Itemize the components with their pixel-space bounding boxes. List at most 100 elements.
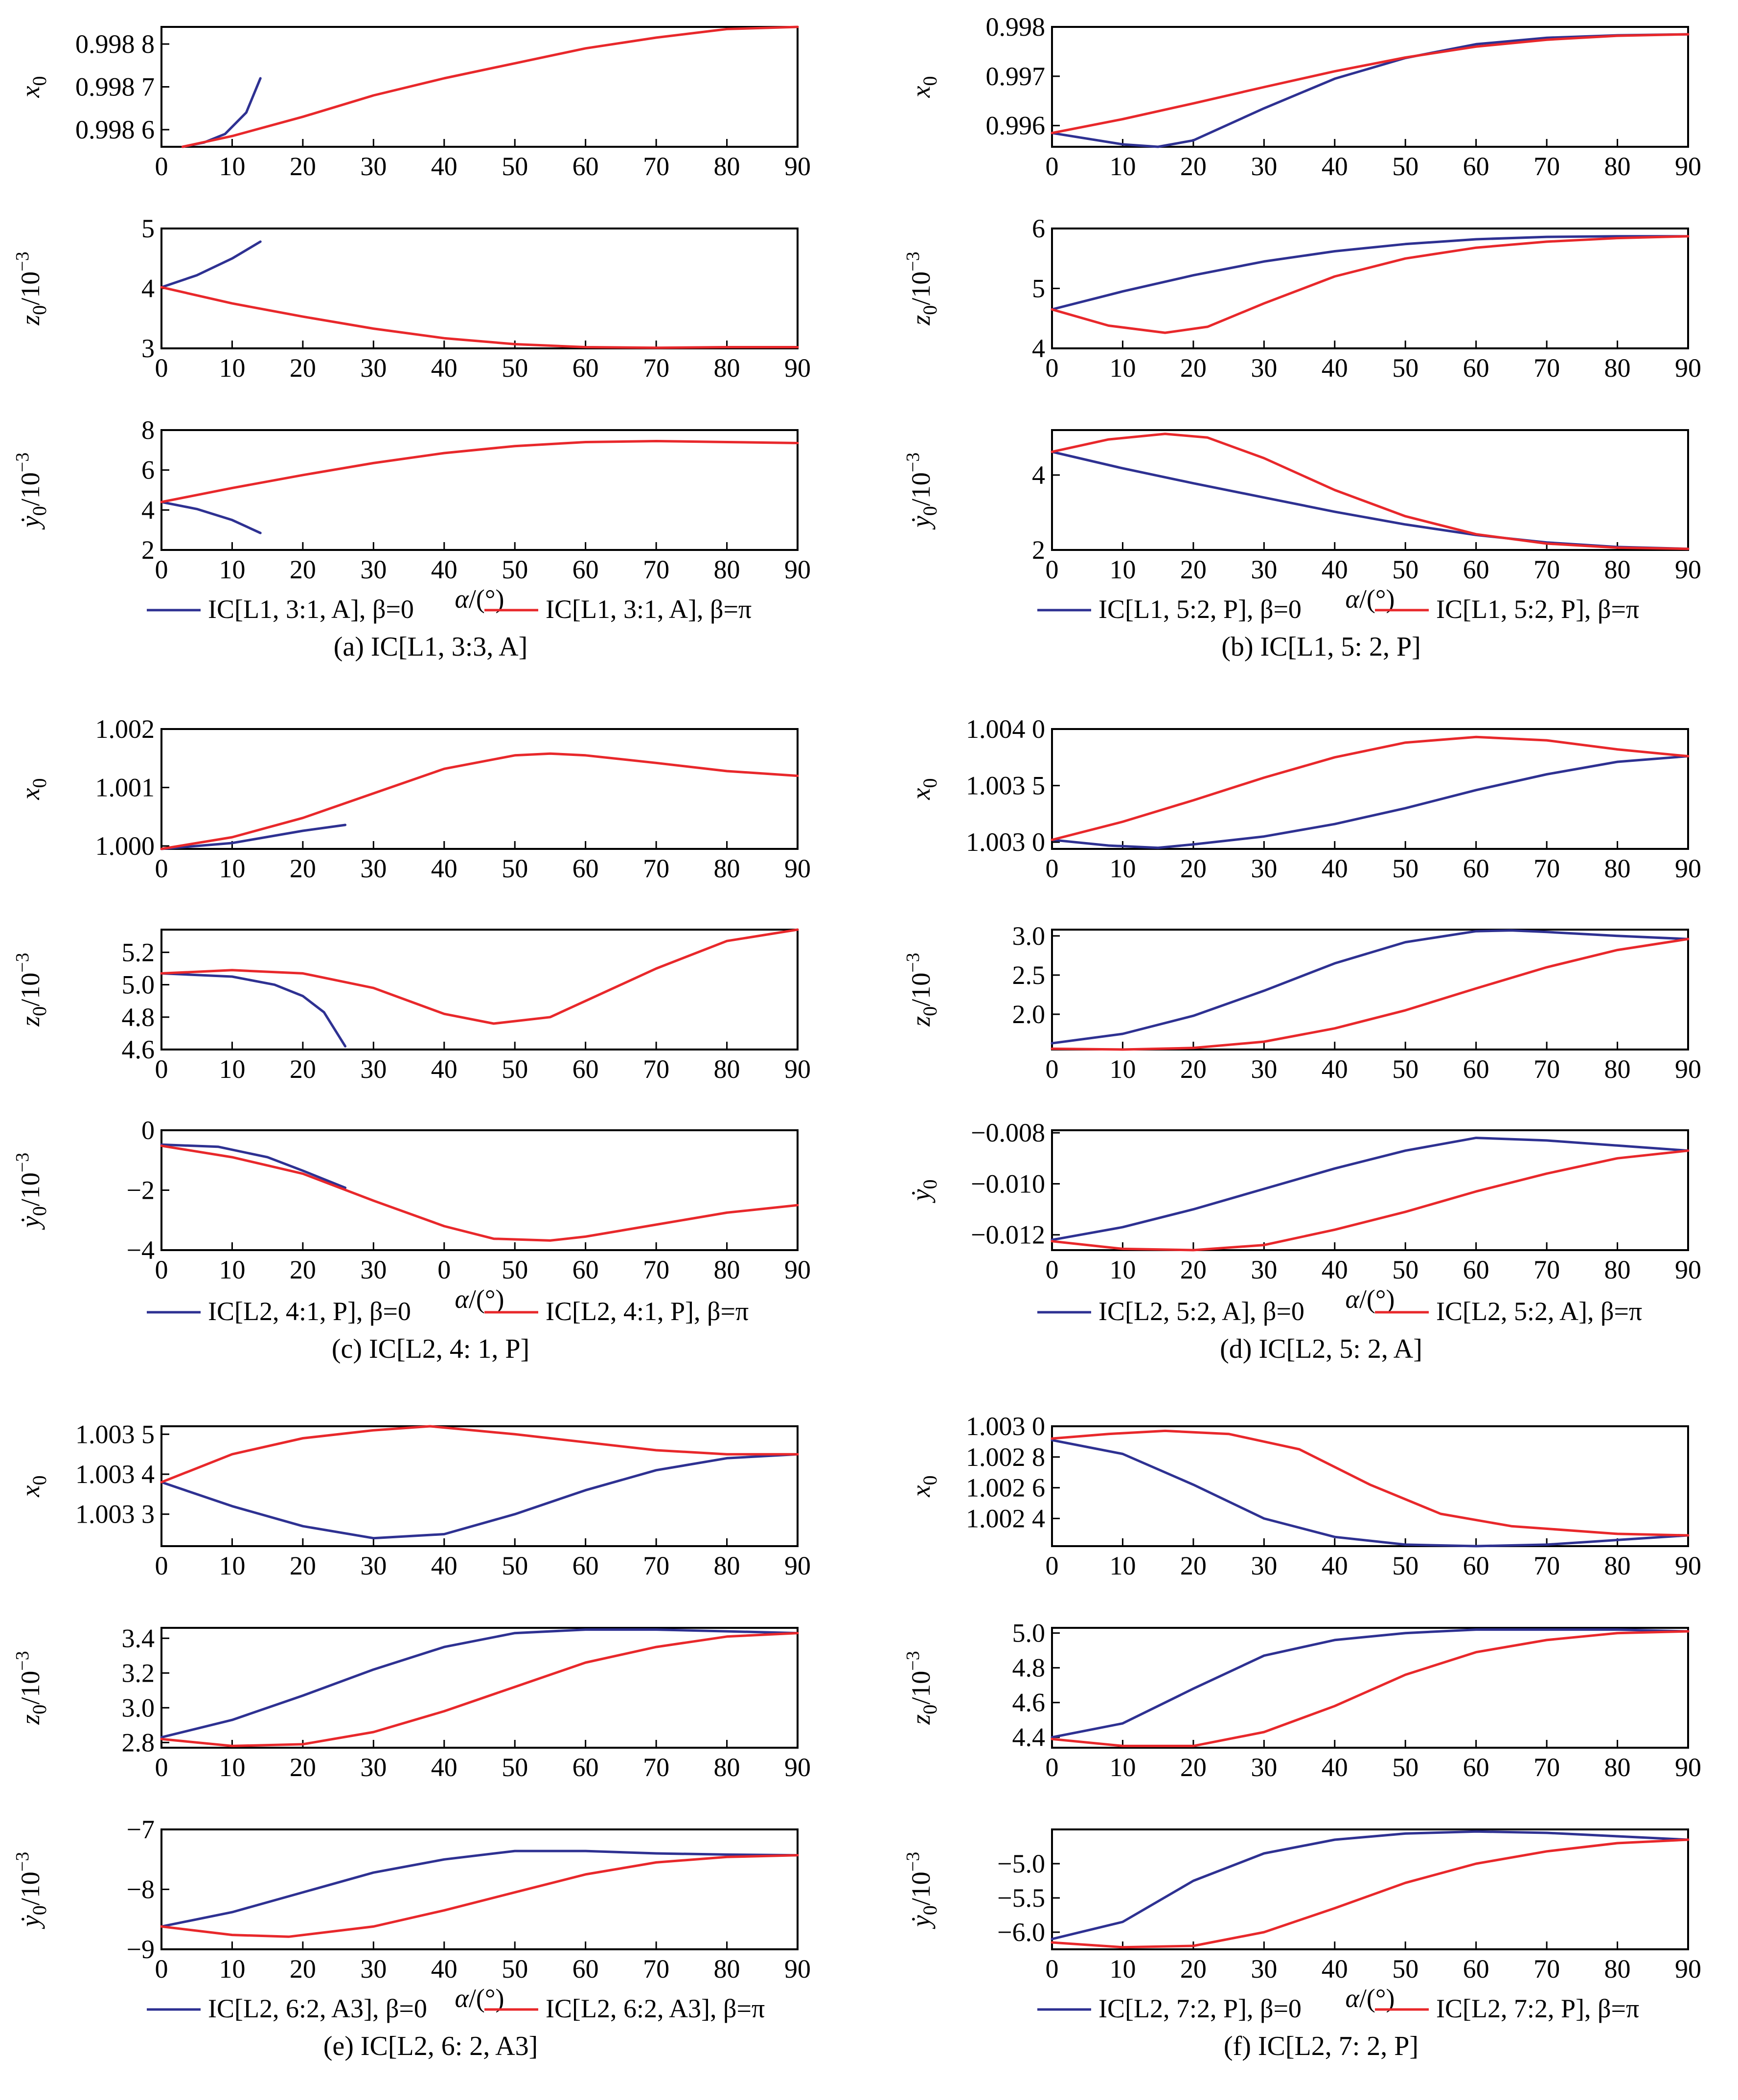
y-axis-label: ẏ0/10−3	[903, 453, 941, 530]
x-tick-label: 0	[437, 1255, 451, 1284]
y-tick-label: 0.998 7	[75, 72, 155, 102]
y-tick-label: 0.996	[986, 111, 1046, 140]
x-tick-label: 10	[219, 1954, 245, 1984]
x-tick-label: 40	[1322, 353, 1348, 383]
x-tick-label: 20	[290, 152, 316, 181]
x-tick-label: 10	[219, 1054, 245, 1084]
x-tick-label: 60	[1463, 1551, 1489, 1580]
series-line-beta-pi	[160, 752, 799, 850]
y-tick-label: 1.002	[95, 714, 155, 744]
x-tick-label: 90	[784, 1551, 811, 1580]
x-tick-label: 30	[360, 1954, 387, 1984]
y-axis-label: ẏ0/10−3	[12, 1153, 50, 1230]
x-tick-label: 30	[360, 1054, 387, 1084]
x-tick-label: 40	[431, 1753, 457, 1782]
x-tick-label: 70	[643, 1551, 669, 1580]
y-tick-label: 1.003 0	[966, 1412, 1045, 1441]
series-line-beta-pi	[1051, 433, 1690, 550]
x-tick-label: 60	[572, 555, 599, 584]
panel-b-subplot-3: 0 10 20 30 40 50 60 70 80 90 2 4 ẏ0/10−3 α/(°)	[903, 429, 1701, 614]
x-tick-label: 20	[290, 555, 316, 584]
y-tick-label: 1.003 4	[75, 1460, 155, 1489]
x-tick-label: 30	[360, 353, 387, 383]
y-tick-label: 4	[1032, 460, 1045, 490]
x-tick-label: 90	[784, 1954, 811, 1984]
x-tick-label: 30	[360, 854, 387, 883]
axes-frame	[1051, 26, 1689, 148]
x-tick-label: 80	[714, 1551, 740, 1580]
axes-frame	[160, 1828, 799, 1950]
y-tick-label: 1.000	[95, 831, 155, 861]
x-tick-label: 10	[1109, 353, 1136, 383]
x-tick-label: 40	[1322, 1753, 1348, 1782]
y-tick-label: 3.4	[122, 1623, 155, 1653]
x-tick-label: 80	[1604, 1551, 1631, 1580]
y-tick-label: 2.0	[1012, 1000, 1046, 1029]
x-tick-label: 10	[219, 854, 245, 883]
x-tick-label: 50	[502, 854, 528, 883]
x-tick-label: 90	[1675, 353, 1701, 383]
series-line-beta-0	[1051, 1438, 1690, 1548]
x-tick-label: 10	[1109, 152, 1136, 181]
y-tick-label: −7	[127, 1815, 155, 1844]
x-tick-label: 20	[1180, 854, 1207, 883]
axes-frame	[160, 1129, 799, 1251]
x-tick-label: 60	[1463, 353, 1489, 383]
series-line-beta-0	[160, 823, 347, 850]
x-tick-label: 50	[1392, 555, 1418, 584]
panel-caption: (a) IC[L1, 3:3, A]	[334, 632, 528, 662]
x-tick-label: 40	[431, 854, 457, 883]
x-tick-label: 0	[1046, 152, 1059, 181]
x-tick-label: 60	[572, 1753, 599, 1782]
panel-caption: (c) IC[L2, 4: 1, P]	[332, 1334, 529, 1364]
x-tick-label: 20	[290, 1551, 316, 1580]
x-tick-label: 60	[572, 1551, 599, 1580]
x-tick-label: 80	[714, 1255, 740, 1284]
legend: IC[L2, 5:2, A], β=0 IC[L2, 5:2, A], β=π	[1037, 1297, 1642, 1326]
x-tick-label: 50	[502, 555, 528, 584]
panel-e-subplot-3: 0 10 20 30 40 50 60 70 80 90 −9 −8 −7 ẏ0/10−3 α/(°)	[12, 1815, 811, 2013]
x-tick-label: 80	[1604, 1753, 1631, 1782]
y-tick-label: 1.003 0	[966, 827, 1045, 857]
series-line-beta-pi	[160, 440, 799, 503]
y-tick-label: 5	[141, 214, 155, 243]
y-tick-label: 0	[141, 1116, 155, 1145]
y-tick-label: −5.5	[997, 1883, 1045, 1913]
x-tick-label: 70	[1533, 1753, 1560, 1782]
x-tick-label: 90	[1675, 1954, 1701, 1984]
x-tick-label: 0	[1046, 854, 1059, 883]
panel-e: 0 10 20 30 40 50 60 70 80 90 1.003 3 1.003 4 1.003 5…	[12, 1419, 811, 2061]
y-tick-label: 3.2	[122, 1658, 155, 1688]
y-tick-label: 0.997	[986, 62, 1046, 91]
x-tick-label: 70	[1533, 152, 1560, 181]
legend: IC[L1, 3:1, A], β=0 IC[L1, 3:1, A], β=π	[147, 594, 752, 624]
series-line-beta-pi	[160, 286, 799, 349]
x-tick-label: 60	[1463, 152, 1489, 181]
series-line-beta-0	[160, 1849, 799, 1928]
x-tick-label: 70	[1533, 555, 1560, 584]
x-tick-label: 20	[1180, 152, 1207, 181]
y-tick-label: 4	[1032, 334, 1045, 363]
x-tick-label: 90	[1675, 152, 1701, 181]
y-tick-label: 2	[141, 535, 155, 565]
y-tick-label: 4.8	[122, 1003, 155, 1032]
panel-c-subplot-2: 0 10 20 30 40 50 60 70 80 90 4.6 4.8 5.05.2 z0/10−3	[12, 928, 811, 1084]
legend-label: IC[L2, 6:2, A3], β=π	[546, 1994, 765, 2023]
x-tick-label: 20	[1180, 1054, 1207, 1084]
x-tick-label: 80	[714, 152, 740, 181]
x-tick-label: 20	[1180, 1753, 1207, 1782]
x-tick-label: 60	[572, 152, 599, 181]
y-tick-label: 1.003 5	[966, 771, 1045, 800]
x-tick-label: 90	[784, 1255, 811, 1284]
x-tick-label: 0	[155, 353, 168, 383]
y-axis-label: ẏ0/10−3	[12, 453, 50, 530]
x-tick-label: 90	[784, 152, 811, 181]
x-tick-label: 0	[155, 1753, 168, 1782]
y-axis-label: ẏ0	[906, 1180, 941, 1204]
x-tick-label: 30	[1251, 854, 1277, 883]
x-axis-label: α/(°)	[1346, 1984, 1395, 2013]
legend-label: IC[L2, 4:1, P], β=0	[208, 1297, 411, 1326]
x-tick-label: 30	[1251, 555, 1277, 584]
x-tick-label: 70	[643, 1054, 669, 1084]
